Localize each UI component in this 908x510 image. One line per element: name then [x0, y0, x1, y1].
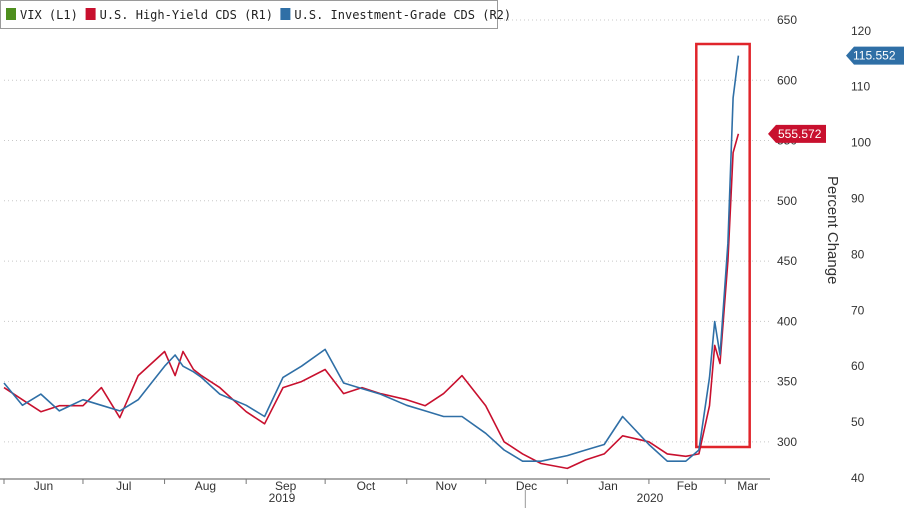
- legend-swatch: [85, 8, 96, 20]
- ig-badge-shape: [846, 46, 904, 65]
- x-month-label: Oct: [357, 479, 376, 493]
- legend-swatch: [280, 8, 291, 20]
- highlight-box: [695, 42, 751, 449]
- axes: 6506005505004504003503001201101009080706…: [0, 13, 904, 508]
- r1-tick-label: 450: [777, 254, 797, 268]
- highlight-rect: [695, 42, 751, 449]
- r1-tick-label: 500: [777, 194, 797, 208]
- r2-tick-label: 110: [851, 80, 870, 94]
- r2-tick-label: 120: [851, 24, 871, 38]
- r2-tick-label: 70: [851, 303, 865, 317]
- hy-badge-shape: [768, 124, 826, 143]
- hy-cds-line: [3, 133, 740, 470]
- legend-frame: [0, 0, 498, 29]
- series-layer: [3, 55, 740, 470]
- x-month-label: Aug: [195, 479, 216, 493]
- legend-label: U.S. Investment-Grade CDS (R2): [294, 8, 511, 22]
- r2-tick-label: 50: [851, 415, 865, 429]
- x-month-label: Jan: [598, 479, 617, 493]
- r2-axis-title: Percent Change: [824, 176, 841, 284]
- x-month-label: Dec: [516, 479, 537, 493]
- r2-tick-label: 80: [851, 247, 865, 261]
- r2-tick-label: 40: [851, 471, 865, 485]
- r1-tick-label: 400: [777, 314, 797, 328]
- x-month-label: Jul: [116, 479, 131, 493]
- x-month-label: Feb: [677, 479, 698, 493]
- x-month-label: Jun: [34, 479, 53, 493]
- ig-cds-line: [3, 55, 740, 463]
- r2-tick-label: 60: [851, 359, 865, 373]
- x-month-label: Sep: [275, 479, 297, 493]
- x-month-label: Mar: [737, 479, 758, 493]
- legend[interactable]: VIX (L1) U.S. High-Yield CDS (R1) U.S. Inv…: [0, 0, 512, 29]
- legend-label: VIX (L1): [20, 8, 78, 22]
- r1-tick-label: 650: [777, 13, 797, 27]
- r2-tick-label: 100: [851, 136, 871, 150]
- r1-tick-label: 350: [777, 375, 797, 389]
- x-year-label: 2020: [637, 491, 664, 505]
- ig-last-value: 115.552: [853, 49, 896, 63]
- ig-last-badge: 115.552: [846, 46, 904, 65]
- grid-lines: [4, 19, 770, 443]
- r1-tick-label: 600: [777, 73, 797, 87]
- r2-tick-label: 90: [851, 191, 865, 205]
- r1-tick-label: 300: [777, 435, 797, 449]
- legend-swatch: [6, 8, 16, 20]
- x-month-label: Nov: [436, 479, 457, 493]
- hy-last-badge: 555.572: [768, 124, 826, 143]
- hy-last-value: 555.572: [778, 127, 822, 141]
- legend-label: U.S. High-Yield CDS (R1): [100, 8, 273, 22]
- x-year-label: 2019: [269, 491, 296, 505]
